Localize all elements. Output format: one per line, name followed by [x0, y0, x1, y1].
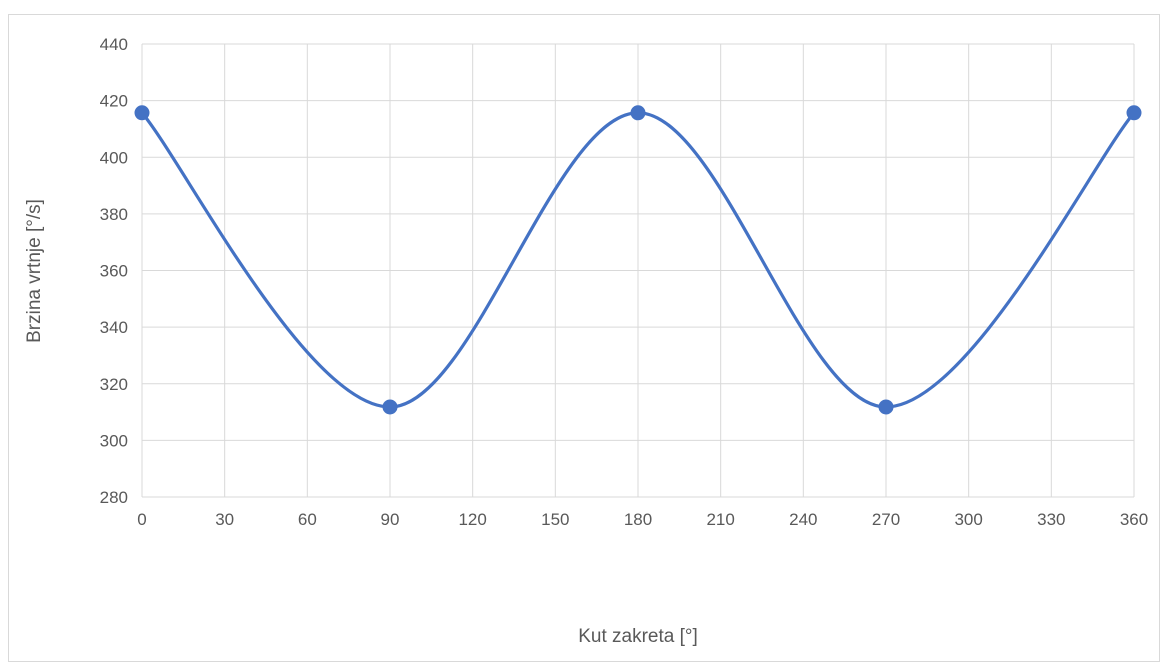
chart-frame: [8, 14, 1160, 662]
x-tick-label: 30: [215, 510, 234, 529]
y-tick-label: 340: [100, 318, 128, 337]
y-tick-labels: 280 300 320 340 360 380 400 420 440: [100, 35, 128, 507]
x-tick-label: 150: [541, 510, 569, 529]
y-tick-label: 300: [100, 431, 128, 450]
y-tick-label: 420: [100, 92, 128, 111]
x-tick-label: 90: [381, 510, 400, 529]
y-axis-title: Brzina vrtnje [°/s]: [24, 199, 45, 343]
x-tick-labels: 0 30 60 90 120 150 180 210 240 270 300 330 360: [137, 510, 1148, 529]
series-layer: [134, 105, 1142, 415]
x-tick-label: 0: [137, 510, 146, 529]
x-tick-label: 300: [954, 510, 982, 529]
x-tick-label: 240: [789, 510, 817, 529]
x-tick-label: 360: [1120, 510, 1148, 529]
y-tick-label: 320: [100, 375, 128, 394]
y-tick-label: 440: [100, 35, 128, 54]
y-tick-label: 400: [100, 148, 128, 167]
data-point-marker: [878, 399, 894, 415]
x-tick-label: 330: [1037, 510, 1065, 529]
y-tick-label: 280: [100, 488, 128, 507]
x-tick-label: 270: [872, 510, 900, 529]
x-tick-label: 180: [624, 510, 652, 529]
data-point-marker: [134, 105, 150, 121]
x-tick-label: 120: [458, 510, 486, 529]
y-tick-label: 360: [100, 262, 128, 281]
data-point-marker: [630, 105, 646, 121]
data-point-marker: [1126, 105, 1142, 121]
x-tick-label: 60: [298, 510, 317, 529]
y-tick-label: 380: [100, 205, 128, 224]
data-point-marker: [382, 399, 398, 415]
x-axis-title: Kut zakreta [°]: [578, 626, 698, 647]
x-tick-label: 210: [706, 510, 734, 529]
